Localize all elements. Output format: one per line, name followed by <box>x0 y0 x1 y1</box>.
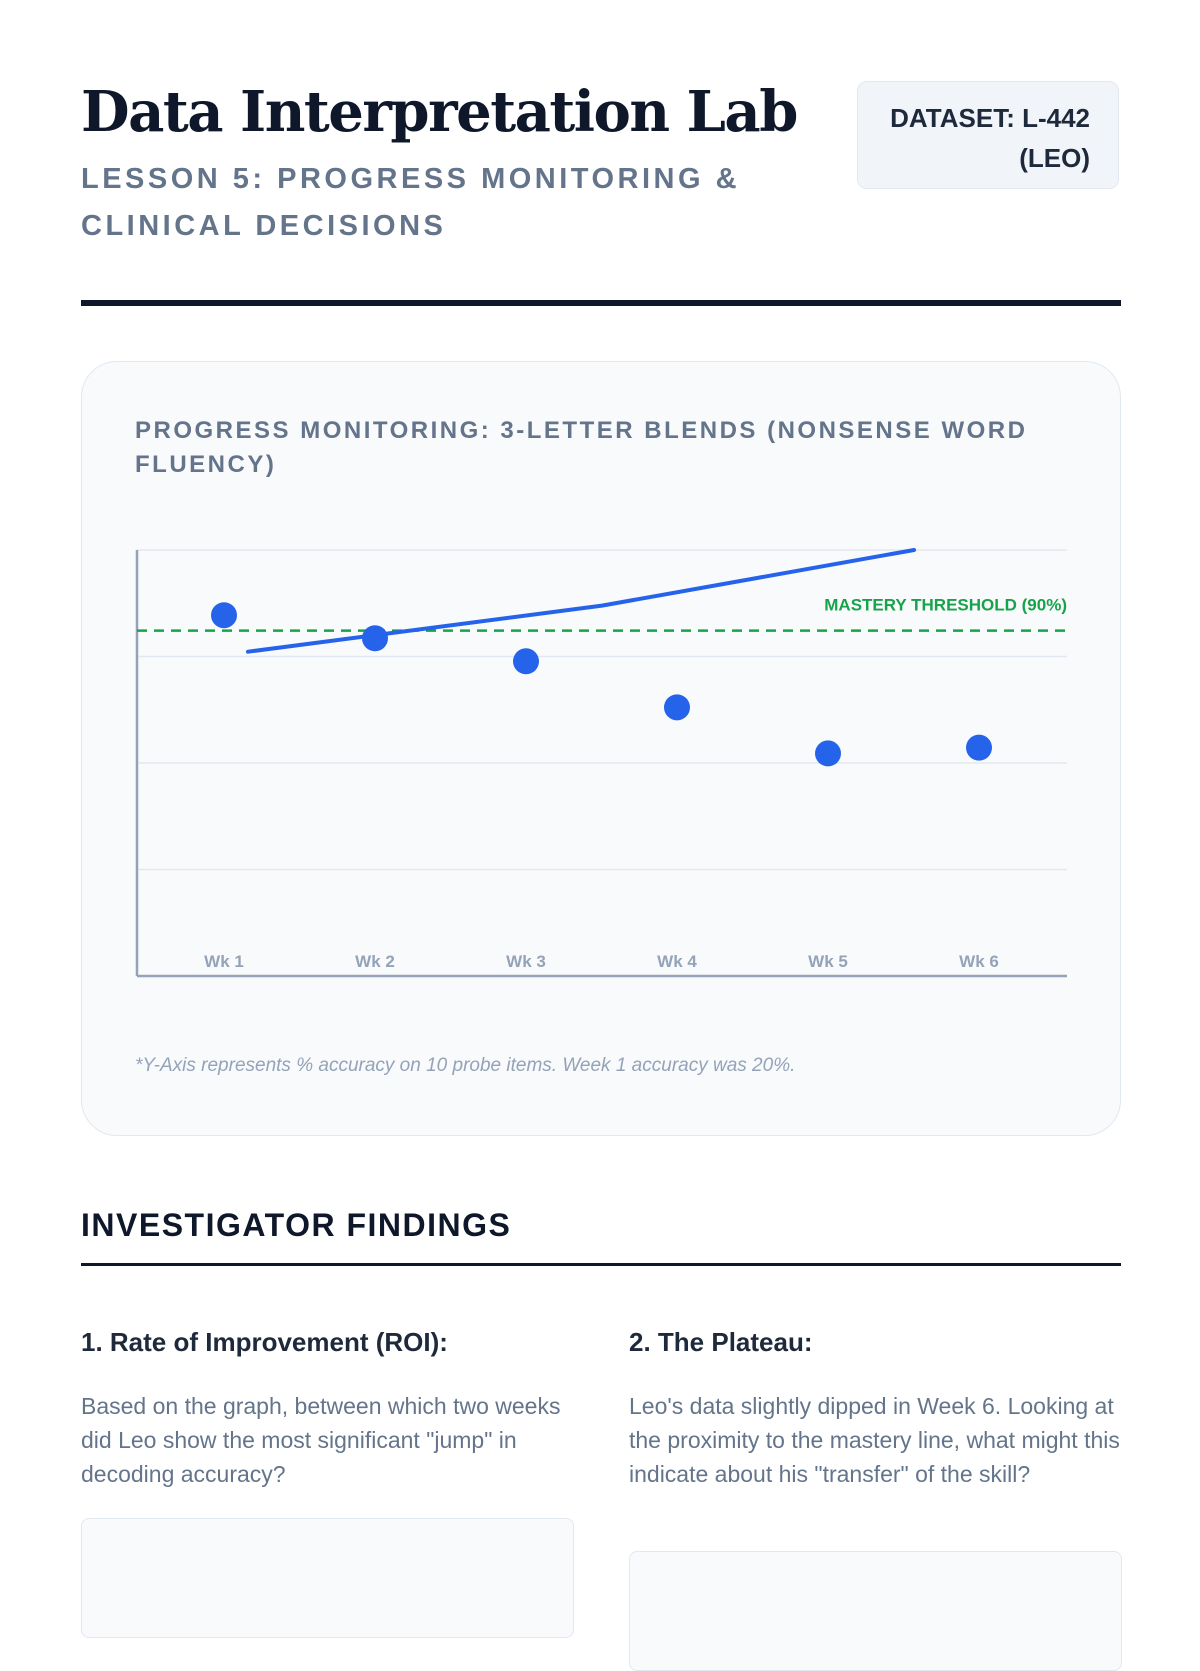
findings-heading: INVESTIGATOR FINDINGS <box>81 1207 512 1243</box>
x-tick-label: Wk 3 <box>506 952 546 971</box>
dataset-badge: DATASET: L-442 (LEO) <box>857 81 1119 189</box>
findings-divider <box>81 1263 1121 1266</box>
question-title: 2. The Plateau: <box>629 1327 813 1357</box>
x-tick-label: Wk 4 <box>657 952 697 971</box>
x-tick-label: Wk 5 <box>808 952 848 971</box>
header-divider <box>81 300 1121 306</box>
chart-footnote: *Y-Axis represents % accuracy on 10 prob… <box>135 1055 796 1076</box>
question-roi: 1. Rate of Improvement (ROI): Based on t… <box>81 1325 574 1491</box>
data-point <box>362 625 388 652</box>
lesson-header: Data Interpretation Lab LESSON 5: PROGRE… <box>81 80 1121 250</box>
data-point <box>966 734 992 761</box>
data-point <box>211 602 237 629</box>
data-point <box>664 694 690 721</box>
page-title: Data Interpretation Lab <box>81 79 798 145</box>
question-plateau: 2. The Plateau: Leo's data slightly dipp… <box>629 1325 1122 1491</box>
question-title: 1. Rate of Improvement (ROI): <box>81 1327 448 1357</box>
question-text: Based on the graph, between which two we… <box>81 1393 561 1487</box>
chart-title: PROGRESS MONITORING: 3-LETTER BLENDS (NO… <box>135 417 1028 478</box>
question-text: Leo's data slightly dipped in Week 6. Lo… <box>629 1393 1120 1487</box>
x-tick-label: Wk 1 <box>204 952 244 971</box>
answer-box-plateau[interactable] <box>629 1551 1122 1671</box>
progress-chart: MASTERY THRESHOLD (90%) Wk 1 Wk 2 Wk 3 Wk 4 W… <box>135 548 1067 978</box>
trend-line <box>246 548 916 654</box>
answer-box-roi[interactable] <box>81 1518 574 1638</box>
mastery-threshold-label: MASTERY THRESHOLD (90%) <box>824 596 1067 615</box>
data-point <box>815 740 841 767</box>
data-point <box>513 648 539 675</box>
lesson-subtitle: LESSON 5: PROGRESS MONITORING & CLINICAL… <box>81 163 741 242</box>
x-tick-label: Wk 6 <box>959 952 999 971</box>
chart-card <box>81 361 1121 1136</box>
x-tick-label: Wk 2 <box>355 952 395 971</box>
